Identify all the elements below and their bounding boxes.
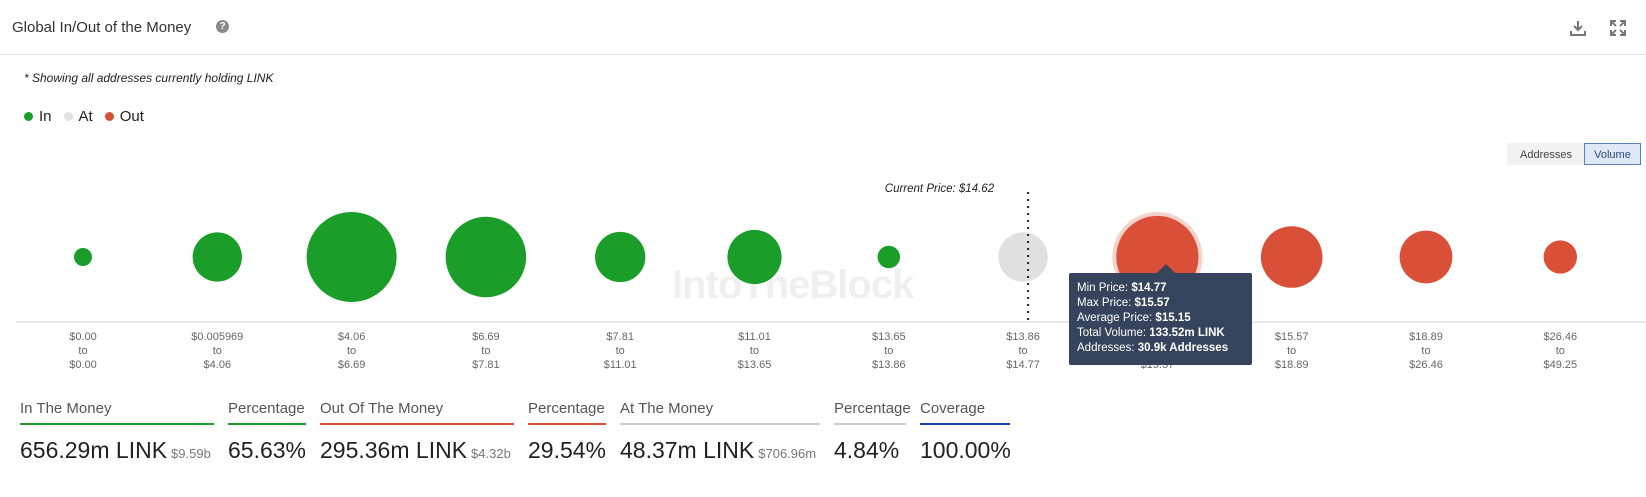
bubble-in-0[interactable]: [74, 248, 92, 266]
tick-label-max-9: $18.89: [1275, 359, 1309, 371]
tick-label-min-11: $26.46: [1543, 331, 1577, 343]
legend-label-out: Out: [119, 108, 144, 125]
bubble-in-1[interactable]: [192, 232, 242, 282]
bubble-in-2[interactable]: [306, 212, 397, 302]
stat-label: Coverage: [920, 400, 1010, 425]
stats-bar: In The Money 656.29m LINK $9.59b Percentage…: [0, 400, 1646, 497]
legend-item-in[interactable]: In: [24, 108, 52, 125]
tick-label-min-4: $7.81: [606, 331, 634, 343]
legend-label-at: At: [78, 108, 93, 125]
stat-percentage: Percentage 65.63%: [228, 400, 306, 464]
bubble-in-4[interactable]: [595, 231, 646, 283]
tooltip-max-row: Max Price: $15.57: [1077, 297, 1170, 309]
stat-value: 656.29m LINK $9.59b: [20, 437, 211, 463]
tick-label-to-11: to: [1556, 345, 1565, 357]
tick-label-max-1: $4.06: [204, 359, 232, 371]
tick-label-max-3: $7.81: [472, 359, 500, 371]
legend-item-out[interactable]: Out: [104, 108, 144, 125]
legend-dot-out: [104, 112, 114, 121]
stat-percentage: Percentage 4.84%: [834, 400, 911, 464]
tick-label-min-6: $13.65: [872, 331, 906, 343]
tick-label-to-9: to: [1287, 345, 1296, 357]
bubble-in-3[interactable]: [445, 216, 527, 298]
tooltip-min-row: Min Price: $14.77: [1077, 282, 1167, 294]
help-icon[interactable]: ?: [216, 20, 229, 33]
stat-label: Percentage: [834, 400, 911, 425]
legend-dot-in: [24, 112, 33, 121]
legend-item-at[interactable]: At: [63, 108, 93, 125]
tick-label-max-4: $11.01: [604, 359, 637, 371]
tick-label-to-4: to: [616, 345, 625, 357]
tooltip-avg-row: Average Price: $15.15: [1077, 312, 1191, 324]
tick-label-to-2: to: [347, 345, 356, 357]
legend: In At Out: [24, 108, 144, 125]
tick-label-min-7: $13.86: [1006, 331, 1040, 343]
stat-value: 65.63%: [228, 437, 307, 463]
watermark-logo: IntoTheBlock: [672, 263, 914, 307]
tooltip-volume-row: Total Volume: 133.52m LINK: [1077, 327, 1225, 339]
download-icon[interactable]: [1568, 18, 1588, 38]
stat-label: Percentage: [528, 400, 606, 425]
stat-label: Percentage: [228, 400, 306, 425]
tick-label-to-5: to: [750, 345, 759, 357]
tick-label-min-2: $4.06: [338, 331, 366, 343]
stat-label: Out Of The Money: [320, 400, 514, 425]
toggle-volume-button[interactable]: Volume: [1584, 143, 1641, 165]
tick-label-min-3: $6.69: [472, 331, 500, 343]
stat-label: At The Money: [620, 400, 820, 425]
stat-label: In The Money: [20, 400, 214, 425]
stat-coverage: Coverage 100.00%: [920, 400, 1011, 464]
legend-label-in: In: [39, 108, 52, 125]
tick-label-max-0: $0.00: [69, 359, 97, 371]
stat-sub-value: $4.32b: [471, 446, 511, 461]
stat-value: 48.37m LINK $706.96m: [620, 437, 817, 463]
stat-sub-value: $9.59b: [171, 446, 211, 461]
stat-in-the-money: In The Money 656.29m LINK $9.59b: [20, 400, 214, 464]
tick-label-to-1: to: [213, 345, 222, 357]
tick-label-to-7: to: [1019, 345, 1028, 357]
stat-value: 100.00%: [920, 437, 1011, 463]
page-title: Global In/Out of the Money: [12, 19, 192, 36]
tick-label-max-11: $49.25: [1543, 359, 1577, 371]
stat-out-of-the-money: Out Of The Money 295.36m LINK $4.32b: [320, 400, 514, 464]
bubble-tooltip: Min Price: $14.77 Max Price: $15.57 Aver…: [1069, 264, 1252, 365]
tick-label-to-6: to: [884, 345, 893, 357]
bubble-in-5[interactable]: [727, 229, 782, 285]
tick-label-max-2: $6.69: [338, 359, 366, 371]
tooltip-addresses-row: Addresses: 30.9k Addresses: [1077, 342, 1229, 354]
chart-header: Global In/Out of the Money ?: [0, 0, 1646, 55]
bubble-chart: $0.00 to $0.00 $0.005969 to $4.06 $4.06 to $6.69…: [16, 183, 1646, 371]
stat-sub-value: $706.96m: [758, 446, 817, 461]
tick-label-min-10: $18.89: [1409, 331, 1443, 343]
holding-note: * Showing all addresses currently holdin…: [24, 71, 274, 85]
legend-dot-at: [63, 112, 73, 121]
tick-label-min-9: $15.57: [1275, 331, 1309, 343]
tick-label-to-10: to: [1421, 345, 1430, 357]
stat-value: 29.54%: [528, 437, 607, 463]
stat-at-the-money: At The Money 48.37m LINK $706.96m: [620, 400, 820, 464]
stat-value: 295.36m LINK $4.32b: [320, 437, 511, 463]
stat-percentage: Percentage 29.54%: [528, 400, 606, 464]
tick-label-max-5: $13.65: [738, 359, 772, 371]
bubble-out-11[interactable]: [1543, 240, 1577, 274]
bubble-at-7[interactable]: [998, 232, 1048, 282]
tick-label-min-0: $0.00: [69, 331, 97, 343]
stat-value: 4.84%: [834, 437, 900, 463]
tick-label-to-3: to: [481, 345, 490, 357]
bubble-out-10[interactable]: [1399, 230, 1453, 284]
tick-label-max-7: $14.77: [1006, 359, 1040, 371]
expand-icon[interactable]: [1608, 18, 1628, 38]
tick-label-to-0: to: [78, 345, 87, 357]
current-price-label: Current Price: $14.62: [885, 183, 995, 195]
toggle-addresses-button[interactable]: Addresses: [1507, 143, 1585, 165]
tick-label-max-10: $26.46: [1409, 359, 1443, 371]
bubble-out-9[interactable]: [1260, 226, 1323, 288]
tick-label-max-6: $13.86: [872, 359, 906, 371]
tick-label-min-1: $0.005969: [191, 331, 243, 343]
bubble-in-6[interactable]: [877, 245, 901, 269]
tick-label-min-5: $11.01: [738, 331, 771, 343]
